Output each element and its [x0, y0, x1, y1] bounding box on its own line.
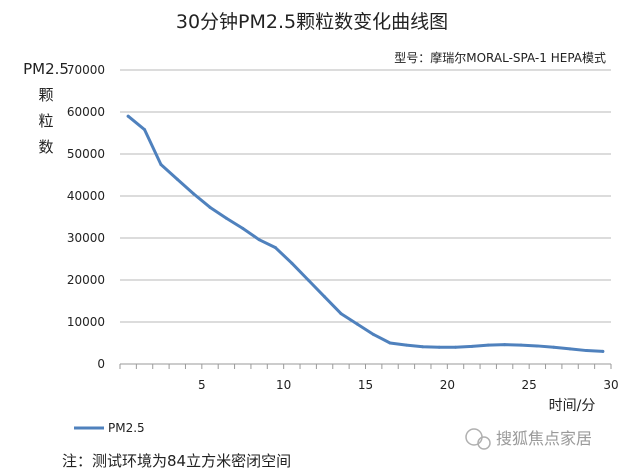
y-axis-label-part: 颗 [38, 86, 53, 104]
y-axis-label-part: 数 [38, 138, 53, 156]
data-point [355, 322, 359, 326]
y-axis-label-part: 粒 [38, 112, 53, 130]
x-tick-label: 10 [276, 378, 291, 392]
y-tick-label: 20000 [67, 273, 105, 287]
y-tick-label: 40000 [67, 189, 105, 203]
x-tick-label: 15 [358, 378, 373, 392]
data-point [421, 345, 425, 349]
watermark-logo: 搜狐焦点家居 [465, 428, 592, 450]
series-group [126, 114, 605, 353]
data-point [306, 278, 310, 282]
data-point [257, 238, 261, 242]
data-point [388, 341, 392, 345]
data-point [159, 163, 163, 166]
gridlines [120, 69, 611, 365]
data-point [568, 347, 572, 351]
data-point [323, 295, 327, 299]
data-point [535, 344, 539, 348]
data-point [273, 246, 277, 250]
y-axis-label-part: PM2.5 [23, 60, 69, 78]
data-point [372, 333, 376, 337]
footer-note: 注：测试环境为84立方米密闭空间 [62, 452, 291, 470]
legend: PM2.5 [74, 421, 145, 435]
data-point [208, 205, 212, 209]
x-axis-label: 时间/分 [549, 398, 596, 414]
watermark-text: 搜狐焦点家居 [496, 429, 592, 448]
y-tick-label: 30000 [67, 231, 105, 245]
chart-title: 30分钟PM2.5颗粒数变化曲线图 [176, 11, 448, 33]
data-point [454, 345, 458, 349]
chart-subtitle: 型号：摩瑞尔MORAL-SPA-1 HEPA模式 [394, 50, 606, 65]
data-point [584, 349, 588, 353]
data-point [404, 343, 408, 347]
data-point [519, 343, 523, 347]
y-tick-label: 10000 [67, 315, 105, 329]
data-point [126, 114, 130, 118]
series-line-pm25 [126, 114, 605, 353]
data-point [470, 344, 474, 348]
x-axis [119, 364, 612, 369]
data-point [175, 177, 179, 181]
wechat-icon [465, 428, 483, 446]
data-point [339, 312, 343, 316]
data-point [224, 216, 228, 220]
y-tick-label: 60000 [67, 105, 105, 119]
data-point [552, 345, 556, 349]
y-tick-label: 0 [97, 357, 105, 371]
x-tick-label: 20 [440, 378, 455, 392]
data-point [503, 343, 507, 347]
x-tick-label: 30 [603, 378, 618, 392]
y-tick-labels: 0 10000 20000 30000 40000 50000 60000 70000 [67, 63, 105, 371]
data-point [241, 226, 245, 230]
y-axis-label: PM2.5 颗粒数 [23, 60, 69, 156]
x-tick-label: 25 [522, 378, 537, 392]
data-point [143, 128, 147, 132]
data-point [486, 343, 490, 347]
legend-label: PM2.5 [108, 421, 145, 435]
data-point [192, 192, 196, 196]
data-point [290, 261, 294, 265]
x-tick-label: 5 [198, 378, 206, 392]
y-tick-label: 70000 [67, 63, 105, 77]
y-tick-label: 50000 [67, 147, 105, 161]
data-point [601, 349, 605, 353]
data-point [437, 345, 441, 349]
x-tick-labels: 5 10 15 20 25 30 [198, 378, 619, 392]
